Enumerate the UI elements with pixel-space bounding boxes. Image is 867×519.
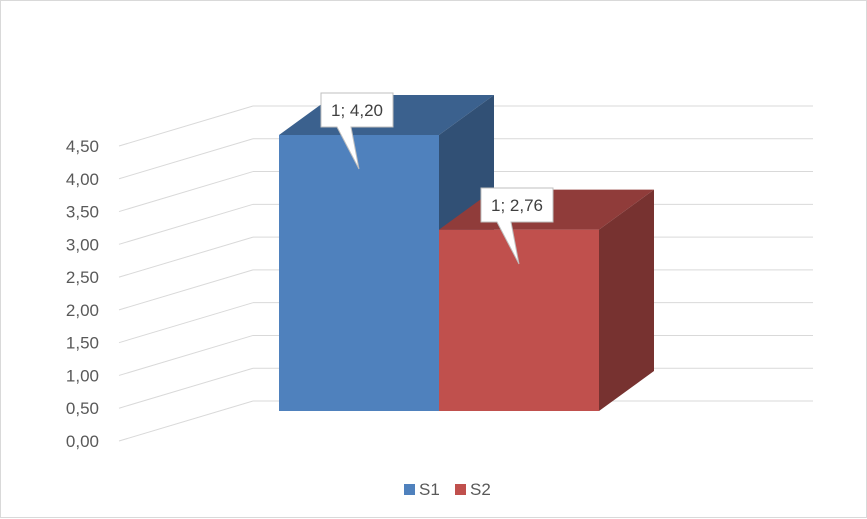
y-tick-label: 2,00: [66, 301, 99, 320]
callout-box: [480, 187, 554, 265]
bars: [279, 95, 654, 411]
legend: S1 S2: [404, 480, 491, 499]
gridline-side: [118, 105, 254, 147]
gridline-side: [118, 400, 254, 442]
data-label-callout: 1; 4,20: [320, 92, 394, 170]
data-labels: 1; 4,20 1; 2,76: [320, 92, 554, 265]
legend-label: S2: [470, 480, 491, 499]
y-tick-label: 4,00: [66, 170, 99, 189]
gridline-side: [118, 367, 254, 409]
y-axis-ticks: 0,00 0,50 1,00 1,50 2,00 2,50 3,00 3,50 4,00 4,50: [66, 137, 99, 451]
gridline-side: [118, 203, 254, 245]
y-tick-label: 1,50: [66, 334, 99, 353]
gridline-side: [118, 138, 254, 180]
y-tick-label: 3,00: [66, 235, 99, 254]
gridline-side: [118, 302, 254, 344]
legend-swatch: [404, 484, 415, 495]
gridline-side: [118, 171, 254, 213]
data-label: 1; 4,20: [331, 101, 383, 120]
bar-s2: [439, 189, 654, 411]
bar-front: [279, 135, 439, 411]
callout-box: [320, 92, 394, 170]
y-tick-label: 0,00: [66, 432, 99, 451]
gridline-side: [118, 236, 254, 278]
gridline-side: [118, 269, 254, 311]
gridline-side: [118, 334, 254, 376]
bar-side: [599, 189, 654, 411]
legend-label: S1: [419, 480, 440, 499]
y-tick-label: 1,00: [66, 366, 99, 385]
bar-front: [439, 229, 599, 411]
y-tick-label: 3,50: [66, 203, 99, 222]
y-tick-label: 0,50: [66, 399, 99, 418]
y-tick-label: 2,50: [66, 268, 99, 287]
legend-swatch: [455, 484, 466, 495]
y-tick-label: 4,50: [66, 137, 99, 156]
data-label: 1; 2,76: [491, 196, 543, 215]
data-label-callout: 1; 2,76: [480, 187, 554, 265]
